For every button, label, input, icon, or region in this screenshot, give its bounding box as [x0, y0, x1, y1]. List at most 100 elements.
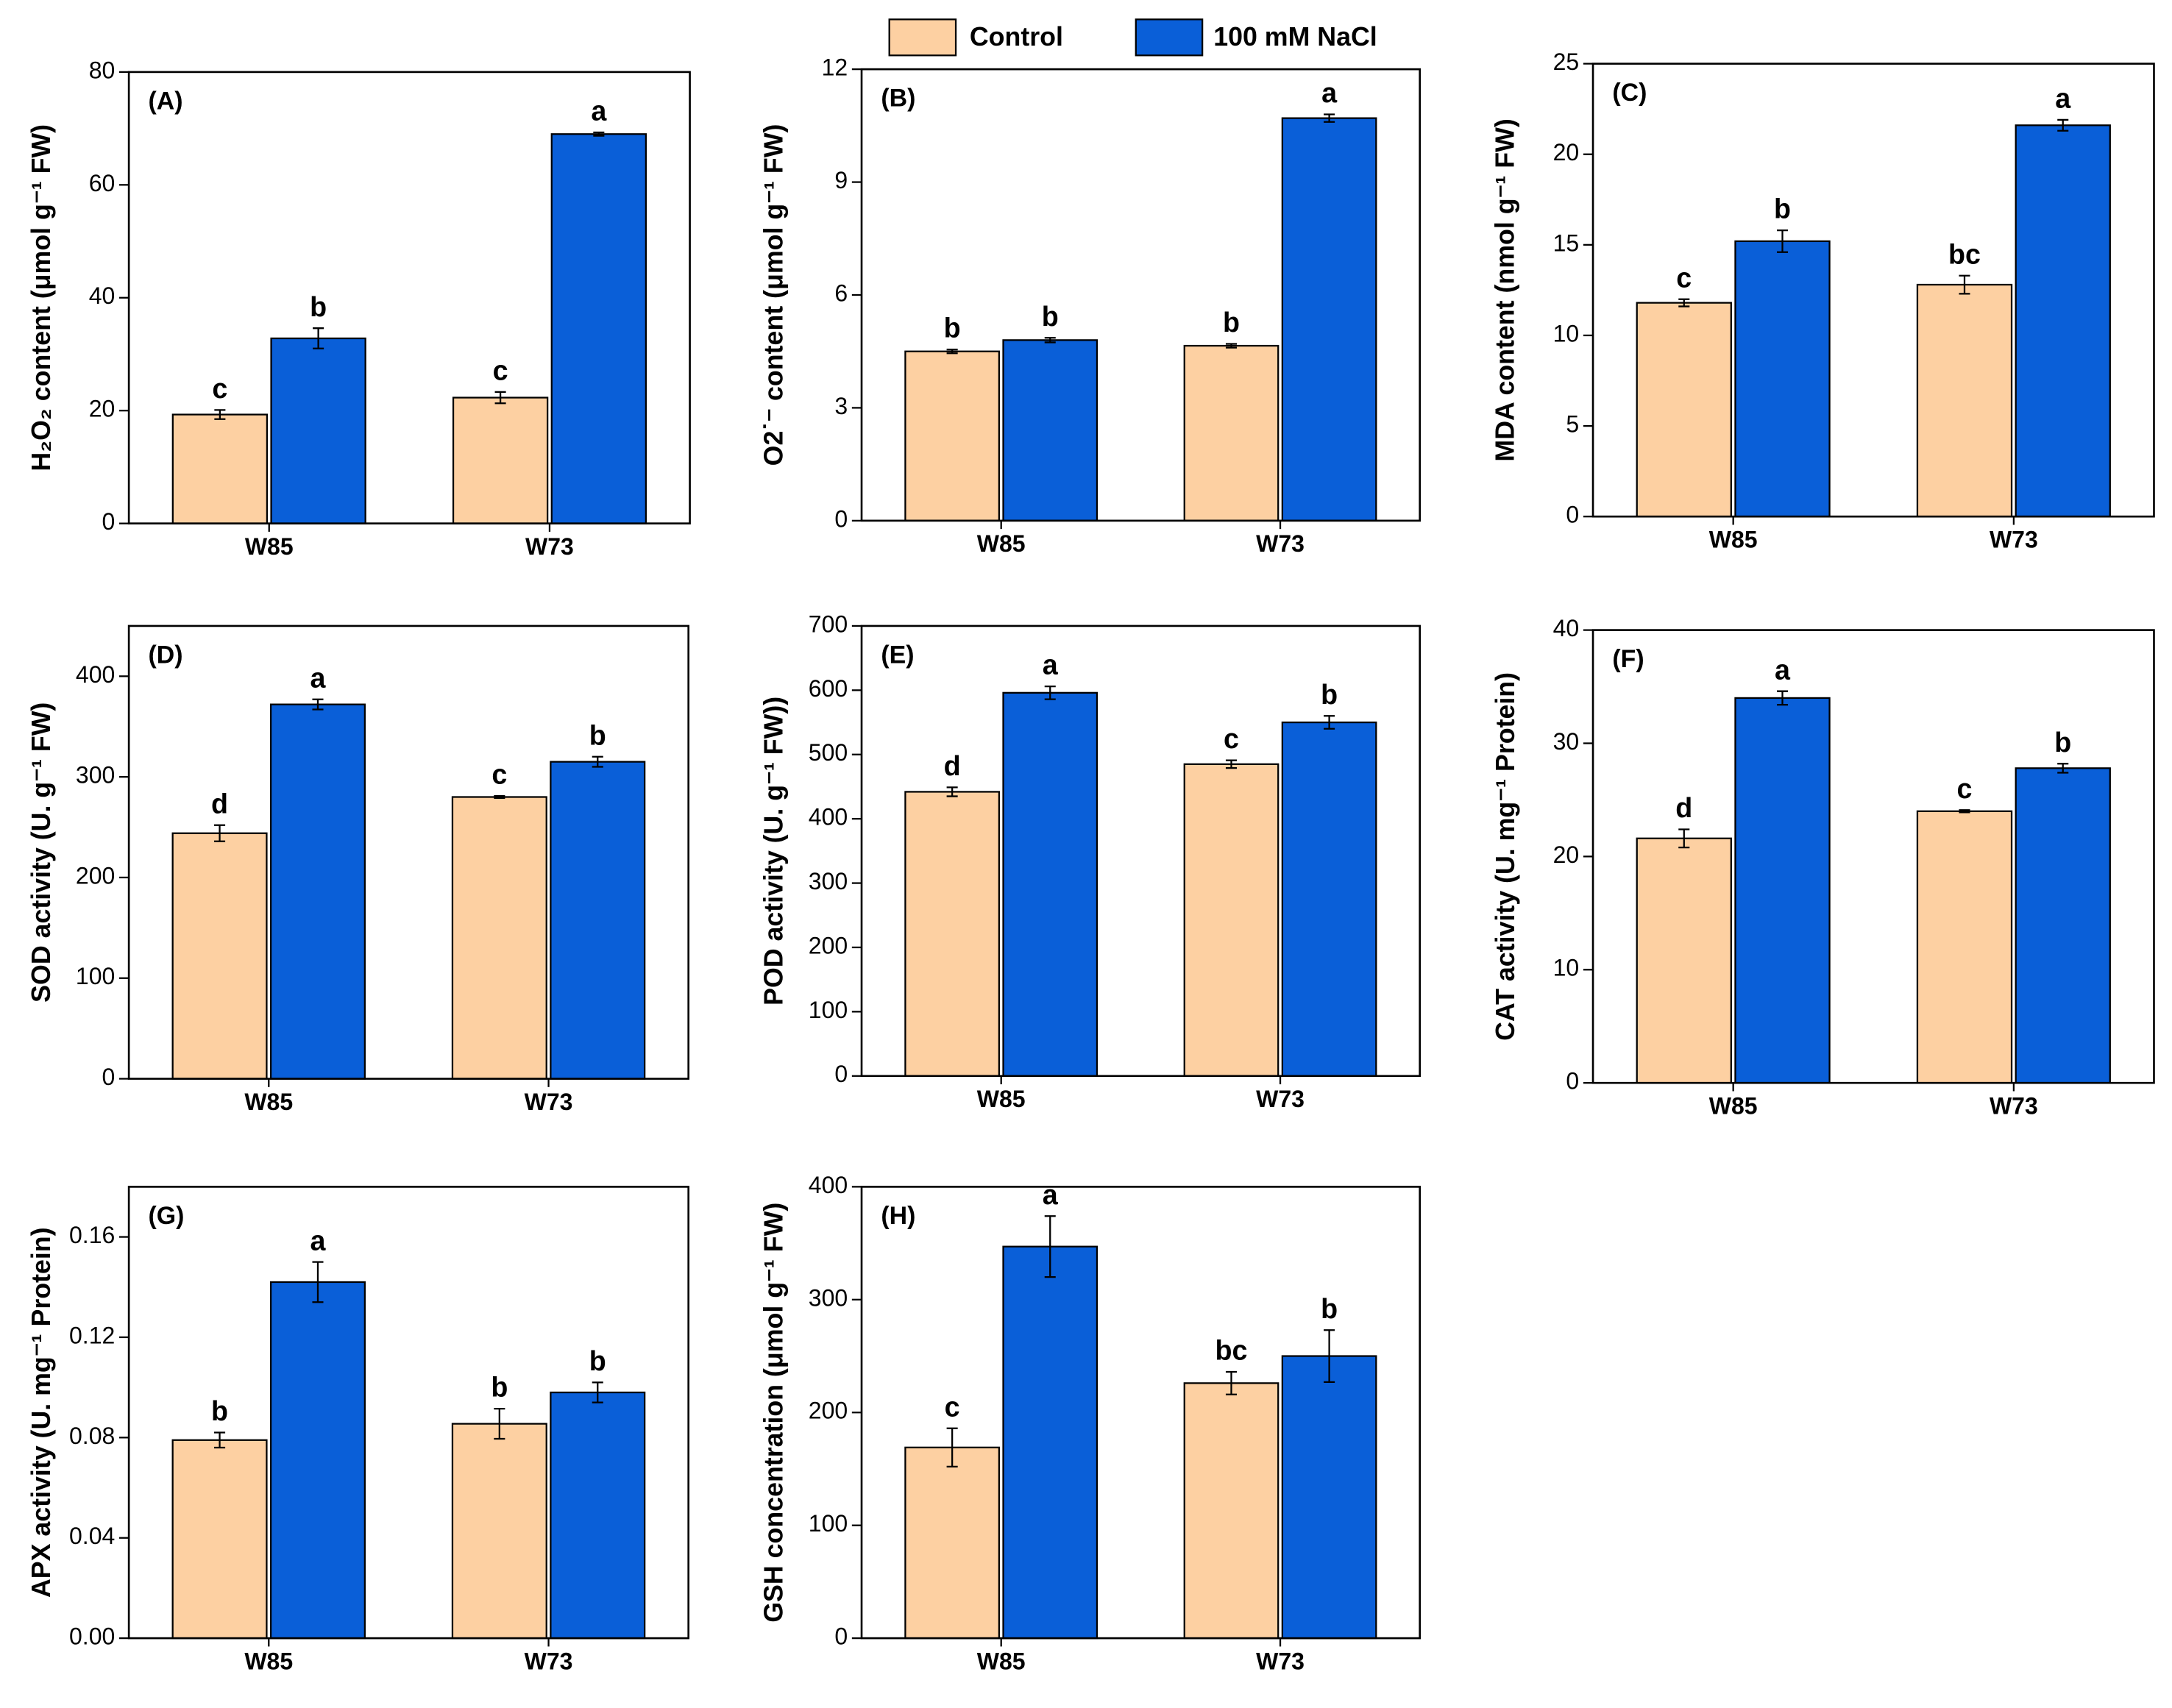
error-bar [494, 795, 505, 799]
error-bar [946, 1427, 958, 1468]
y-tick-label: 80 [89, 57, 116, 83]
bar [904, 1446, 1000, 1640]
bar [171, 1439, 268, 1640]
x-tick-label: W85 [244, 1648, 293, 1674]
significance-letter: a [591, 96, 607, 127]
error-bar [214, 824, 226, 842]
y-axis-label: POD activity (U. g⁻¹ FW)) [759, 697, 789, 1006]
error-bar [214, 1431, 226, 1449]
bar [2015, 124, 2111, 518]
legend-swatch [888, 18, 957, 57]
bar [1281, 117, 1377, 522]
y-tick-label: 0 [1566, 1068, 1579, 1095]
y-axis-label: H₂O₂ content (μmol g⁻¹ FW) [26, 124, 56, 472]
y-axis-label: MDA content (nmol g⁻¹ FW) [1491, 118, 1520, 461]
y-tick-label: 0 [1566, 502, 1579, 528]
plot-frame [127, 625, 690, 1080]
error-bar [1324, 1329, 1335, 1383]
significance-letter: b [2054, 727, 2071, 758]
y-axis-label: SOD activity (U. g⁻¹ FW) [26, 702, 56, 1003]
y-tick-label: 0 [102, 508, 115, 535]
y-tick-label: 25 [1553, 49, 1580, 75]
significance-letter: a [1775, 654, 1791, 685]
plot-frame [1591, 63, 2155, 518]
bar [1002, 339, 1099, 522]
y-tick-label: 0.08 [69, 1423, 115, 1449]
x-tick-label: W85 [244, 1089, 293, 1115]
bar [904, 791, 1000, 1077]
significance-letter: bc [1215, 1335, 1248, 1366]
error-bar [1044, 1215, 1056, 1278]
significance-letter: b [1042, 301, 1059, 332]
significance-letter: d [944, 750, 961, 781]
y-tick-label: 6 [834, 280, 848, 306]
panel-label: (H) [881, 1202, 915, 1230]
x-tick-label: W73 [1256, 1086, 1305, 1112]
significance-letter: d [1675, 792, 1692, 823]
significance-letter: b [589, 719, 606, 750]
plot-frame [1591, 629, 2155, 1084]
y-tick-label: 600 [809, 675, 848, 702]
y-tick-label: 100 [76, 963, 115, 989]
y-tick-label: 0 [834, 1061, 848, 1087]
y-tick-label: 200 [809, 932, 848, 958]
x-tick-label: W85 [977, 530, 1026, 557]
y-tick-label: 400 [809, 1172, 848, 1198]
bar [2015, 767, 2111, 1084]
bar [1002, 1245, 1099, 1640]
error-bar [1324, 113, 1335, 123]
y-axis-label: APX activity (U. mg⁻¹ Protein) [26, 1227, 56, 1598]
error-bar [1678, 298, 1690, 307]
plot-frame [127, 1186, 690, 1640]
significance-letter: a [1043, 1179, 1059, 1210]
panel-label: (E) [881, 641, 914, 669]
y-tick-label: 10 [1553, 320, 1580, 346]
significance-letter: c [1224, 723, 1239, 754]
y-tick-label: 500 [809, 739, 848, 766]
error-bar [1678, 828, 1690, 849]
y-tick-label: 300 [809, 868, 848, 894]
y-tick-label: 12 [822, 54, 848, 81]
y-tick-label: 9 [834, 167, 848, 193]
bar [550, 761, 646, 1080]
significance-letter: b [310, 291, 327, 322]
y-axis-label: CAT activity (U. mg⁻¹ Protein) [1491, 672, 1520, 1041]
significance-letter: b [1223, 307, 1240, 338]
error-bar [1044, 685, 1056, 700]
significance-letter: c [212, 373, 227, 404]
significance-letter: b [1321, 679, 1338, 710]
significance-letter: a [310, 1225, 327, 1256]
y-tick-label: 10 [1553, 955, 1580, 981]
y-tick-label: 0.00 [69, 1623, 115, 1650]
y-tick-label: 20 [1553, 139, 1580, 166]
panel-label: (C) [1612, 79, 1647, 107]
significance-letter: c [1957, 773, 1973, 804]
plot-frame [860, 68, 1422, 522]
x-tick-label: W85 [977, 1086, 1026, 1112]
legend-label: Control [970, 22, 1063, 51]
significance-letter: b [1774, 193, 1791, 224]
error-bar [312, 1261, 324, 1303]
y-tick-label: 400 [76, 661, 115, 688]
bar [1636, 837, 1732, 1084]
error-bar [1225, 343, 1238, 349]
plot-frame [860, 1186, 1422, 1640]
significance-letter: b [211, 1395, 228, 1426]
plot-frame [860, 625, 1422, 1078]
error-bar [1776, 229, 1789, 253]
significance-letter: d [211, 788, 228, 819]
bar [1281, 721, 1377, 1077]
error-bar [592, 755, 603, 768]
y-tick-label: 15 [1553, 229, 1580, 256]
panel-label: (G) [148, 1202, 184, 1230]
error-bar [1776, 690, 1789, 706]
error-bar [214, 409, 226, 420]
bar [451, 1423, 547, 1640]
significance-letter: bc [1948, 238, 1981, 269]
y-tick-label: 0.12 [69, 1322, 115, 1348]
legend-label: 100 mM NaCl [1213, 22, 1377, 51]
bar [1281, 1355, 1377, 1640]
significance-letter: c [1676, 262, 1692, 293]
x-tick-label: W73 [525, 1089, 573, 1115]
